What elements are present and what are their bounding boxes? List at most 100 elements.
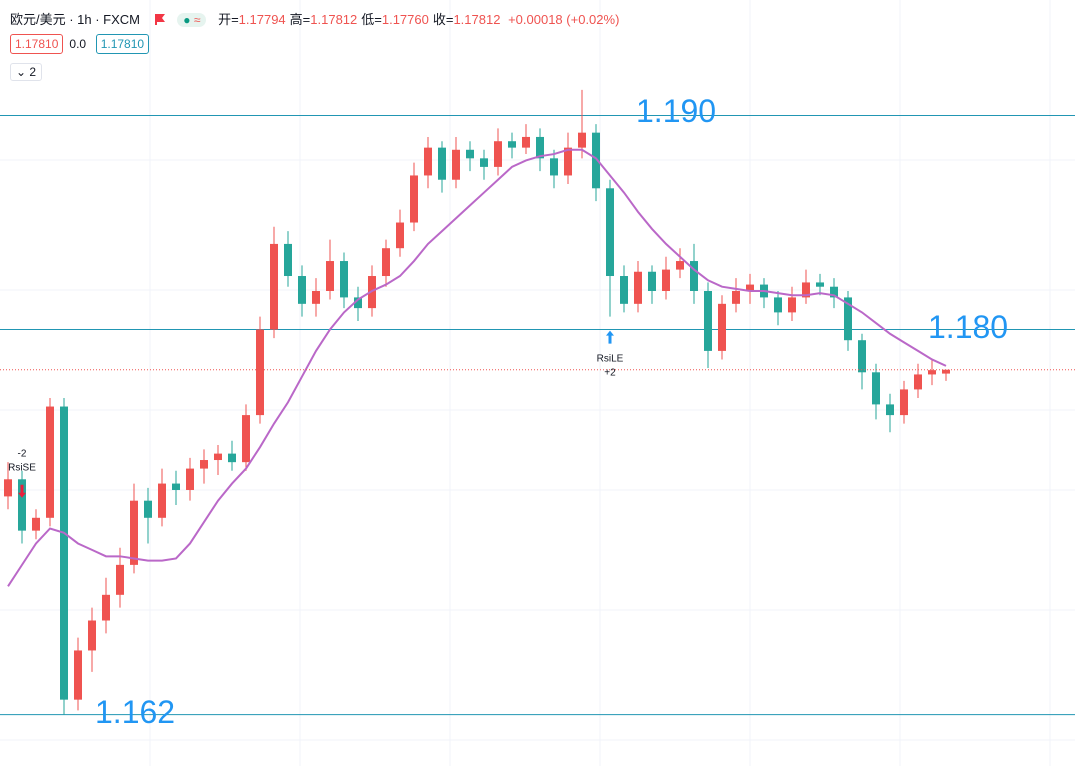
- bid[interactable]: 1.17810: [10, 34, 64, 54]
- candle-body: [354, 297, 362, 309]
- level-label: 1.162: [95, 694, 175, 730]
- signal: RsiLE +2: [597, 330, 624, 378]
- candle-body: [200, 460, 208, 469]
- candle-body: [130, 500, 138, 565]
- candle-body: [844, 297, 852, 341]
- candle-body: [228, 453, 236, 463]
- level-label: 1.180: [928, 309, 1008, 345]
- level-label: 1.190: [636, 93, 716, 129]
- indicator-toggle[interactable]: ⌄ 2: [10, 63, 43, 81]
- candle-body: [662, 269, 670, 291]
- candle-body: [74, 650, 82, 700]
- signal-qty: -2: [18, 448, 27, 459]
- candle-body: [872, 372, 880, 405]
- change-pct: (+0.02%): [566, 12, 620, 27]
- candle-body: [270, 243, 278, 330]
- signal-arrow: [606, 330, 614, 344]
- candle-body: [816, 282, 824, 287]
- candle-body: [592, 132, 600, 189]
- candle-body: [886, 404, 894, 416]
- candle-body: [312, 290, 320, 304]
- indicator-row: ⌄ 2: [10, 63, 48, 81]
- candle-body: [704, 290, 712, 351]
- signal: -2 RsiSE: [8, 448, 36, 498]
- candle-body: [340, 261, 348, 298]
- header-row: 欧元/美元 · 1h · FXCM ● ≈ 开=1.17794 高=1.17812…: [10, 9, 619, 28]
- candle-body: [256, 329, 264, 416]
- candle-body: [326, 261, 334, 291]
- ohlc-label: 低=: [361, 12, 382, 27]
- candle-body: [186, 468, 194, 490]
- quote-row: 1.17810 0.0 1.17810: [10, 34, 155, 54]
- indicator-count: 2: [29, 65, 37, 79]
- candle-body: [830, 286, 838, 298]
- candle-body: [802, 282, 810, 298]
- ohlc-value: 1.17794: [238, 12, 286, 27]
- candle-body: [578, 132, 586, 148]
- candle-body: [46, 406, 54, 518]
- candle-body: [676, 261, 684, 270]
- candle-body: [60, 406, 68, 700]
- candle-body: [858, 340, 866, 373]
- flag-icon[interactable]: [154, 13, 166, 25]
- ohlc-label: 开=: [218, 12, 239, 27]
- candle-body: [382, 248, 390, 277]
- candle-body: [606, 188, 614, 277]
- change: +0.00018: [508, 12, 563, 27]
- candle-body: [242, 415, 250, 463]
- candle-body: [550, 158, 558, 176]
- candle-body: [158, 483, 166, 518]
- candle-body: [424, 147, 432, 176]
- candle-body: [88, 620, 96, 651]
- candle-body: [284, 243, 292, 277]
- signal-label: RsiLE: [597, 353, 624, 364]
- ohlc-label: 收=: [432, 12, 454, 27]
- candle-body: [914, 374, 922, 390]
- candle-body: [942, 369, 950, 374]
- ohlc-label: 高=: [289, 12, 311, 27]
- candle-body: [718, 303, 726, 351]
- spread: 0.0: [69, 37, 87, 51]
- candle-body: [494, 141, 502, 167]
- signal-arrow: [18, 484, 26, 498]
- candle-body: [144, 500, 152, 518]
- candle-body: [298, 276, 306, 304]
- candle-body: [774, 297, 782, 313]
- ask[interactable]: 1.17810: [95, 34, 150, 54]
- candle-body: [522, 136, 530, 148]
- candle-body: [900, 389, 908, 416]
- candle-body: [102, 594, 110, 621]
- candle-body: [746, 284, 754, 291]
- ohlc-value: 1.17812: [453, 12, 501, 27]
- candle-body: [438, 147, 446, 180]
- candle-body: [732, 290, 740, 304]
- candle-body: [648, 271, 656, 291]
- signal-qty: +2: [604, 367, 616, 378]
- moving-average: [7, 148, 947, 587]
- candle-body: [172, 483, 180, 490]
- candle-body: [788, 297, 796, 313]
- ohlc: 开=1.17794 高=1.17812 低=1.17760 收=1.17812: [218, 12, 504, 27]
- ohlc-value: 1.17760: [381, 12, 429, 27]
- candle-body: [116, 564, 124, 595]
- candle-body: [536, 136, 544, 159]
- candle-body: [214, 453, 222, 461]
- ohlc-value: 1.17812: [310, 12, 358, 27]
- candle-body: [452, 149, 460, 180]
- candle-body: [18, 479, 26, 531]
- status-pill[interactable]: ● ≈: [177, 13, 207, 27]
- candle-body: [4, 479, 12, 497]
- candle-body: [928, 370, 936, 375]
- candle-body: [690, 261, 698, 291]
- signal-label: RsiSE: [8, 462, 36, 473]
- candle-body: [620, 276, 628, 304]
- candle-body: [396, 222, 404, 249]
- candle-body: [634, 271, 642, 304]
- candle-body: [508, 141, 516, 148]
- symbol: 欧元/美元 · 1h · FXCM: [10, 12, 141, 27]
- candle-body: [32, 517, 40, 531]
- candle-body: [564, 147, 572, 176]
